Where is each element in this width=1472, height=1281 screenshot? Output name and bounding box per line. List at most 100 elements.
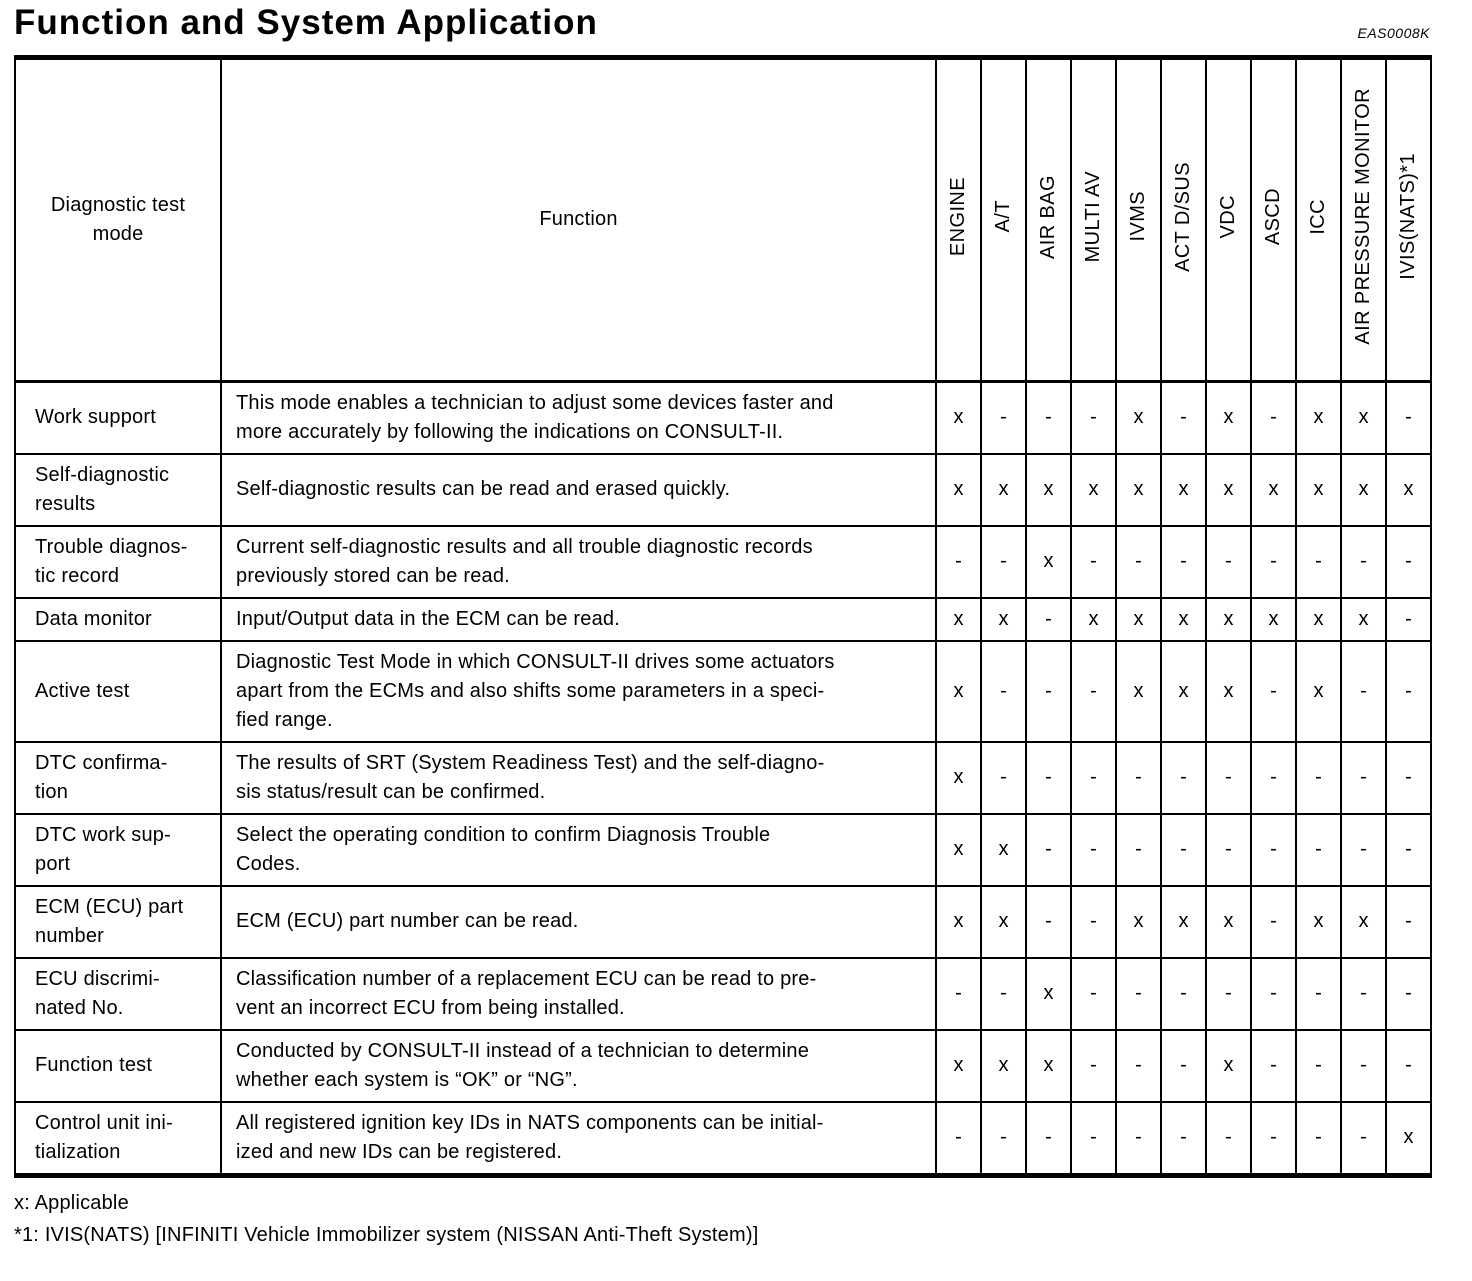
applicability-mark-cell: x bbox=[1295, 884, 1342, 959]
applicability-mark-cell: x bbox=[935, 380, 982, 455]
applicability-mark-cell: - bbox=[1295, 524, 1342, 599]
applicability-mark-cell: - bbox=[980, 380, 1027, 455]
table-row-ecu-discrimi-nated-no: ECU discrimi- nated No. Classification nu… bbox=[14, 956, 1432, 1031]
applicability-mark-cell: x bbox=[935, 639, 982, 743]
applicability-mark-cell: x bbox=[1160, 884, 1207, 959]
function-description-cell: Select the operating condition to confir… bbox=[220, 812, 937, 887]
applicability-mark-cell: - bbox=[1070, 740, 1117, 815]
applicability-mark-cell: x bbox=[1295, 639, 1342, 743]
diagnostic-mode-cell: Data monitor bbox=[14, 596, 222, 642]
applicability-mark-cell: - bbox=[1295, 1100, 1342, 1176]
applicability-mark-cell: x bbox=[1250, 596, 1297, 642]
column-header-label: ENGINE bbox=[947, 176, 969, 257]
applicability-mark-cell: - bbox=[1250, 740, 1297, 815]
column-header-icc: ICC bbox=[1295, 56, 1342, 383]
applicability-mark-cell: x bbox=[1385, 452, 1432, 527]
applicability-mark-cell: - bbox=[1160, 524, 1207, 599]
applicability-mark-cell: x bbox=[1340, 884, 1387, 959]
footnotes: x: Applicable *1: IVIS(NATS) [INFINITI V… bbox=[14, 1187, 1458, 1251]
column-header-label: VDC bbox=[1217, 194, 1239, 239]
applicability-mark-cell: x bbox=[980, 452, 1027, 527]
applicability-mark-cell: - bbox=[1340, 812, 1387, 887]
applicability-mark-cell: x bbox=[1250, 452, 1297, 527]
applicability-mark-cell: - bbox=[1295, 740, 1342, 815]
applicability-mark-cell: x bbox=[1205, 380, 1252, 455]
applicability-mark-cell: x bbox=[1115, 884, 1162, 959]
diagnostic-mode-cell: DTC work sup- port bbox=[14, 812, 222, 887]
table-row-ecm-ecu-part-number: ECM (ECU) part number ECM (ECU) part numb… bbox=[14, 884, 1432, 959]
applicability-mark-cell: - bbox=[1250, 639, 1297, 743]
diagnostic-mode-cell: ECU discrimi- nated No. bbox=[14, 956, 222, 1031]
applicability-mark-cell: - bbox=[1070, 1028, 1117, 1103]
applicability-mark-cell: - bbox=[1340, 524, 1387, 599]
column-header-ivis-nats-1: IVIS(NATS)*1 bbox=[1385, 56, 1432, 383]
applicability-mark-cell: - bbox=[1070, 956, 1117, 1031]
applicability-mark-cell: x bbox=[1340, 380, 1387, 455]
applicability-mark-cell: x bbox=[935, 884, 982, 959]
applicability-mark-cell: x bbox=[1115, 380, 1162, 455]
applicability-mark-cell: x bbox=[1025, 524, 1072, 599]
applicability-mark-cell: - bbox=[1250, 1028, 1297, 1103]
applicability-mark-cell: x bbox=[935, 596, 982, 642]
applicability-mark-cell: - bbox=[1025, 380, 1072, 455]
applicability-mark-cell: - bbox=[1160, 956, 1207, 1031]
applicability-mark-cell: - bbox=[1385, 639, 1432, 743]
applicability-mark-cell: x bbox=[980, 884, 1027, 959]
applicability-mark-cell: - bbox=[1160, 380, 1207, 455]
table-row-self-diagnostic-results: Self-diagnostic results Self-diagnostic r… bbox=[14, 452, 1432, 527]
applicability-mark-cell: - bbox=[1205, 1100, 1252, 1176]
column-header-act-d-sus: ACT D/SUS bbox=[1160, 56, 1207, 383]
applicability-mark-cell: x bbox=[1295, 452, 1342, 527]
applicability-mark-cell: - bbox=[1160, 740, 1207, 815]
function-description-cell: Diagnostic Test Mode in which CONSULT-II… bbox=[220, 639, 937, 743]
applicability-mark-cell: - bbox=[1250, 812, 1297, 887]
applicability-mark-cell: x bbox=[1160, 452, 1207, 527]
applicability-mark-cell: - bbox=[1340, 639, 1387, 743]
function-system-application-table: Diagnostic test mode Function ENGINE A/T A… bbox=[14, 54, 1432, 1178]
diagnostic-mode-cell: DTC confirma- tion bbox=[14, 740, 222, 815]
applicability-mark-cell: - bbox=[1025, 639, 1072, 743]
column-header-label: ACT D/SUS bbox=[1172, 161, 1194, 272]
title-bar: Function and System Application EAS0008K bbox=[14, 3, 1430, 43]
table-row-function-test: Function test Conducted by CONSULT-II ins… bbox=[14, 1028, 1432, 1103]
applicability-mark-cell: - bbox=[1205, 956, 1252, 1031]
applicability-mark-cell: x bbox=[1025, 1028, 1072, 1103]
applicability-mark-cell: x bbox=[1205, 596, 1252, 642]
column-header-air-bag: AIR BAG bbox=[1025, 56, 1072, 383]
applicability-mark-cell: - bbox=[935, 524, 982, 599]
column-header-label: IVIS(NATS)*1 bbox=[1397, 153, 1419, 280]
column-header-vdc: VDC bbox=[1205, 56, 1252, 383]
applicability-mark-cell: - bbox=[1070, 884, 1117, 959]
applicability-mark-cell: x bbox=[1340, 452, 1387, 527]
applicability-mark-cell: x bbox=[1025, 956, 1072, 1031]
applicability-mark-cell: - bbox=[1115, 1100, 1162, 1176]
applicability-mark-cell: x bbox=[1295, 380, 1342, 455]
applicability-mark-cell: - bbox=[935, 1100, 982, 1176]
page-title: Function and System Application bbox=[14, 3, 598, 42]
applicability-mark-cell: - bbox=[1070, 524, 1117, 599]
function-description-cell: This mode enables a technician to adjust… bbox=[220, 380, 937, 455]
applicability-mark-cell: x bbox=[1160, 639, 1207, 743]
diagnostic-mode-cell: Control unit ini- tialization bbox=[14, 1100, 222, 1176]
diagnostic-mode-cell: ECM (ECU) part number bbox=[14, 884, 222, 959]
applicability-mark-cell: - bbox=[1295, 812, 1342, 887]
applicability-mark-cell: - bbox=[1340, 956, 1387, 1031]
column-header-label: AIR BAG bbox=[1037, 174, 1059, 259]
table-row-dtc-work-sup-port: DTC work sup- port Select the operating c… bbox=[14, 812, 1432, 887]
column-header-label: IVMS bbox=[1127, 191, 1149, 242]
diagnostic-mode-cell: Self-diagnostic results bbox=[14, 452, 222, 527]
applicability-mark-cell: - bbox=[1025, 812, 1072, 887]
table-header: Diagnostic test mode Function ENGINE A/T A… bbox=[14, 56, 1432, 383]
table-row-work-support: Work support This mode enables a technici… bbox=[14, 380, 1432, 455]
applicability-mark-cell: - bbox=[1205, 812, 1252, 887]
applicability-mark-cell: x bbox=[1205, 452, 1252, 527]
applicability-mark-cell: - bbox=[1385, 524, 1432, 599]
column-header-multi-av: MULTI AV bbox=[1070, 56, 1117, 383]
column-header-label: A/T bbox=[992, 200, 1014, 233]
applicability-mark-cell: - bbox=[1385, 956, 1432, 1031]
header-row: Diagnostic test mode Function ENGINE A/T A… bbox=[14, 56, 1432, 383]
applicability-mark-cell: - bbox=[980, 524, 1027, 599]
applicability-mark-cell: - bbox=[1385, 380, 1432, 455]
applicability-mark-cell: - bbox=[1385, 884, 1432, 959]
applicability-mark-cell: x bbox=[1115, 639, 1162, 743]
